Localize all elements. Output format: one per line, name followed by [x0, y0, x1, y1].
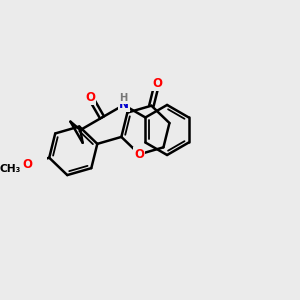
- Text: O: O: [85, 91, 95, 104]
- Text: O: O: [152, 77, 162, 90]
- Text: O: O: [134, 148, 144, 161]
- Text: CH₃: CH₃: [0, 164, 20, 174]
- Text: O: O: [22, 158, 32, 171]
- Text: N: N: [119, 98, 129, 112]
- Text: H: H: [120, 93, 128, 103]
